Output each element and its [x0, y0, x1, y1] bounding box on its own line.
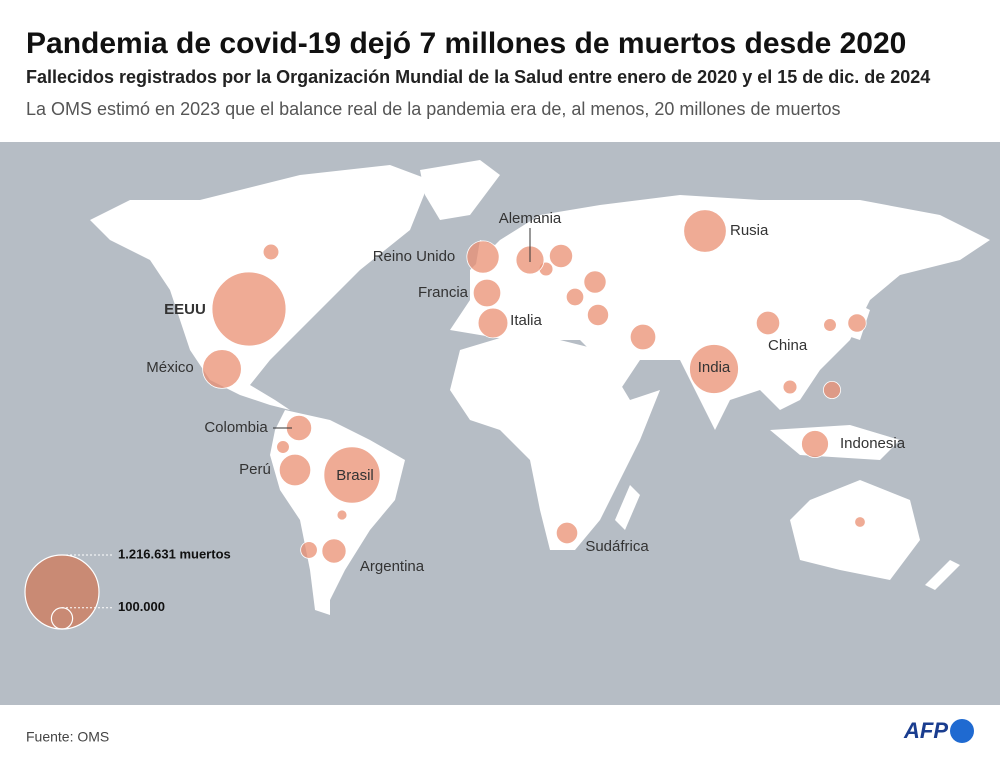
logo-dot — [950, 719, 974, 743]
subtitle: Fallecidos registrados por la Organizaci… — [26, 67, 930, 87]
bubble — [822, 380, 842, 400]
bubble — [202, 349, 242, 389]
bubble — [782, 379, 798, 395]
bubble — [847, 313, 867, 333]
legend-label: 100.000 — [118, 599, 165, 614]
bubbles — [202, 209, 867, 564]
bubble — [854, 516, 866, 528]
bubble — [278, 453, 312, 487]
bubble — [323, 446, 381, 504]
legend-label: 1.216.631 muertos — [118, 546, 231, 561]
country-label: EEUU — [164, 301, 206, 318]
bubble — [211, 271, 287, 347]
country-label: China — [768, 337, 808, 354]
country-label: India — [698, 359, 731, 376]
country-label: México — [146, 359, 194, 376]
bubble — [466, 240, 500, 274]
bubble — [586, 303, 610, 327]
bubble — [336, 509, 348, 521]
bubble — [801, 430, 829, 458]
bubble — [755, 310, 781, 336]
country-label: Indonesia — [840, 435, 906, 452]
source: Fuente: OMS — [26, 729, 109, 745]
country-label: Sudáfrica — [585, 538, 649, 555]
bubble — [300, 541, 318, 559]
bubble — [683, 209, 727, 253]
bubble — [565, 287, 585, 307]
country-label: Argentina — [360, 558, 425, 575]
country-label: Brasil — [336, 467, 374, 484]
note: La OMS estimó en 2023 que el balance rea… — [26, 99, 840, 119]
bubble — [629, 323, 657, 351]
country-label: Colombia — [204, 419, 268, 436]
country-label: Perú — [239, 461, 271, 478]
bubble — [262, 243, 280, 261]
bubble — [823, 318, 837, 332]
bubble — [276, 440, 290, 454]
bubble — [477, 307, 509, 339]
country-label: Francia — [418, 284, 469, 301]
bubble — [689, 344, 739, 394]
country-label: Alemania — [499, 210, 562, 227]
labels: EEUU Brasil India Rusia México Reino Unido Per… — [146, 210, 905, 575]
bubble — [548, 243, 574, 269]
country-label: Italia — [510, 312, 542, 329]
title: Pandemia de covid-19 dejó 7 millones de … — [26, 27, 906, 60]
legend-circle — [24, 554, 100, 630]
bubble — [321, 538, 347, 564]
country-label: Reino Unido — [373, 248, 456, 265]
country-label: Rusia — [730, 222, 769, 239]
bubble — [555, 521, 579, 545]
legend: 1.216.631 muertos 100.000 — [24, 546, 231, 630]
logo: AFP — [903, 718, 948, 743]
bubble — [472, 278, 502, 308]
bubble — [583, 270, 607, 294]
